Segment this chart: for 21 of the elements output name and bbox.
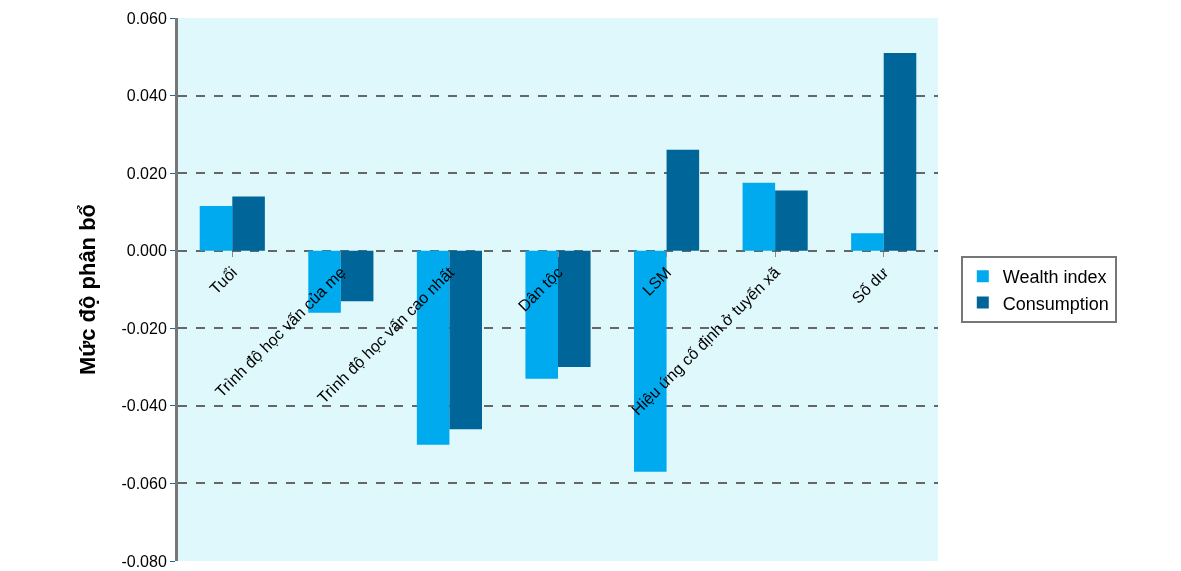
bar (666, 149, 700, 251)
y-tick-label: 0.040 (126, 87, 167, 105)
bar (883, 52, 917, 251)
y-tick-label: -0.020 (121, 319, 167, 337)
y-tick-label: 0.020 (126, 164, 167, 182)
bar (851, 233, 884, 251)
y-tick-label: 0.000 (126, 242, 167, 260)
bar (742, 182, 776, 251)
legend-label: Consumption (1002, 293, 1109, 314)
x-tick-label: Tuổi (206, 263, 241, 298)
bar (232, 196, 265, 251)
y-tick-label: -0.060 (121, 475, 167, 493)
y-tick-label: -0.080 (121, 552, 167, 570)
bar (775, 190, 808, 251)
y-tick-label: -0.040 (121, 397, 167, 415)
x-tick-label: Số dư (848, 263, 892, 307)
x-tick-label: Dân tộc (514, 263, 566, 315)
y-tick-label: 0.060 (126, 9, 167, 27)
y-axis-title: Mức độ phân bổ (75, 203, 101, 376)
bar (199, 206, 233, 251)
legend-label: Wealth index (1002, 267, 1107, 288)
